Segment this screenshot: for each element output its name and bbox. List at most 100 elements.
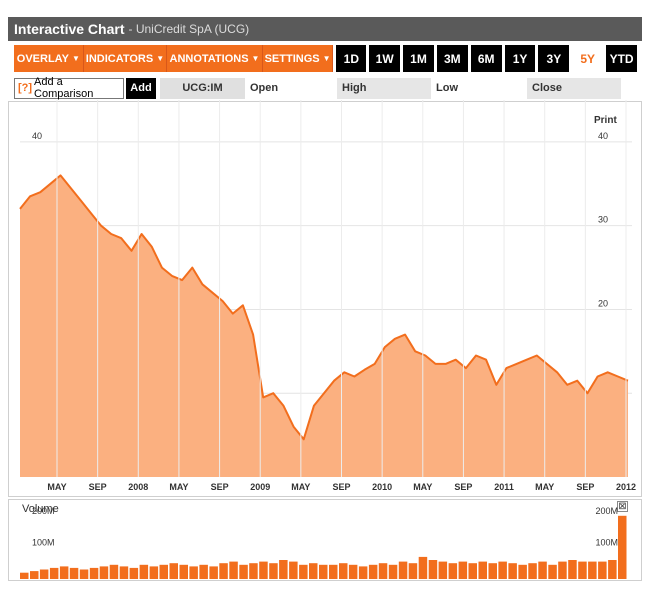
volume-tick-label-left: 200M [32, 506, 55, 516]
y-tick-label-right: 40 [598, 131, 608, 141]
range-6m-button[interactable]: 6M [470, 45, 502, 72]
open-label: Open [250, 82, 279, 94]
help-icon[interactable]: [?] [18, 82, 33, 94]
volume-bar [488, 563, 497, 579]
volume-bar [179, 564, 188, 579]
volume-bar [408, 563, 418, 579]
high-label: High [337, 77, 431, 99]
range-ytd-button[interactable]: YTD [606, 45, 637, 72]
volume-bar [289, 561, 298, 579]
add-comparison-input[interactable]: [?] Add a Comparison [14, 76, 124, 100]
volume-bar [299, 564, 308, 579]
settings-menu-label: SETTINGS [264, 52, 320, 65]
range-1w-button[interactable]: 1W [369, 45, 401, 72]
volume-bar [358, 566, 368, 579]
volume-bar [578, 561, 587, 579]
caret-down-icon: ▼ [322, 54, 331, 63]
volume-bar [428, 560, 438, 579]
volume-bar [199, 564, 208, 579]
x-tick-label: SEP [332, 482, 350, 492]
symbol-label: UCG:IM [160, 77, 245, 99]
volume-bar [478, 561, 487, 579]
volume-bar [89, 567, 99, 579]
price-chart-frame [8, 101, 642, 497]
volume-bar [438, 561, 448, 579]
chart-subtitle: - UniCredit SpA (UCG) [128, 22, 250, 36]
volume-chart-frame [8, 499, 642, 581]
x-tick-label: MAY [291, 482, 310, 492]
print-link[interactable]: Print [594, 115, 617, 126]
caret-down-icon: ▼ [71, 54, 80, 63]
range-5y-button[interactable]: 5Y [572, 45, 604, 72]
x-tick-label: SEP [211, 482, 229, 492]
x-tick-label: SEP [89, 482, 107, 492]
x-tick-label: MAY [47, 482, 66, 492]
volume-bar [388, 564, 398, 579]
range-1y-button[interactable]: 1Y [504, 45, 536, 72]
volume-bar [508, 563, 517, 579]
volume-bar [368, 564, 378, 579]
volume-tick-label-left: 100M [32, 537, 55, 547]
caret-down-icon: ▼ [251, 54, 260, 63]
x-tick-label: 2010 [372, 482, 392, 492]
volume-bar [598, 561, 607, 579]
volume-bar [249, 563, 258, 579]
overlay-menu-button[interactable]: OVERLAY ▼ [14, 45, 84, 72]
volume-bar [608, 560, 617, 579]
volume-bar [339, 563, 348, 579]
volume-bar [528, 563, 537, 579]
volume-bar [139, 564, 149, 579]
overlay-menu-label: OVERLAY [16, 52, 69, 65]
volume-bar [279, 560, 288, 579]
volume-bar [269, 563, 278, 579]
volume-bar [209, 566, 218, 579]
caret-down-icon: ▼ [156, 54, 165, 63]
close-label: Close [527, 77, 621, 99]
chart-title: Interactive Chart [14, 21, 125, 37]
volume-bar [458, 561, 468, 579]
volume-bar [109, 564, 119, 579]
add-comparison-button[interactable]: Add [126, 77, 156, 99]
volume-tick-label-right: 100M [595, 537, 618, 547]
x-tick-label: SEP [454, 482, 472, 492]
range-1d-button[interactable]: 1D [336, 45, 367, 72]
volume-bar [149, 566, 159, 579]
range-3m-button[interactable]: 3M [436, 45, 468, 72]
volume-bar [309, 563, 318, 579]
range-1m-button[interactable]: 1M [403, 45, 434, 72]
volume-bar [348, 564, 358, 579]
x-tick-label: MAY [413, 482, 432, 492]
price-line [19, 174, 629, 441]
volume-bar [618, 515, 627, 579]
annotations-menu-button[interactable]: ANNOTATIONS ▼ [167, 45, 263, 72]
volume-bar [30, 571, 39, 579]
x-tick-label: 2011 [494, 482, 514, 492]
title-bar: Interactive Chart - UniCredit SpA (UCG) [8, 17, 642, 41]
volume-bar [378, 563, 388, 579]
x-tick-label: 2008 [128, 482, 148, 492]
volume-bar [169, 563, 178, 579]
volume-bar [518, 564, 527, 579]
volume-bar [99, 566, 109, 579]
volume-bar [189, 566, 198, 579]
settings-menu-button[interactable]: SETTINGS ▼ [262, 45, 334, 72]
x-tick-label: MAY [169, 482, 188, 492]
volume-bar [418, 556, 428, 579]
volume-bar [229, 561, 238, 579]
volume-bar [568, 560, 577, 579]
volume-bar [259, 561, 268, 579]
x-tick-label: 2012 [616, 482, 636, 492]
x-tick-label: 2009 [250, 482, 270, 492]
volume-bar [49, 567, 59, 579]
comparison-row: [?] Add a Comparison Add UCG:IM Open Hig… [14, 76, 637, 100]
volume-bar [319, 564, 328, 579]
low-label: Low [436, 82, 458, 94]
indicators-menu-button[interactable]: INDICATORS ▼ [83, 45, 168, 72]
annotations-menu-label: ANNOTATIONS [169, 52, 249, 65]
volume-bar [329, 564, 338, 579]
y-tick-label-left: 40 [32, 131, 42, 141]
volume-bar [119, 566, 129, 579]
close-icon[interactable]: ⊠ [617, 501, 628, 512]
range-3y-button[interactable]: 3Y [538, 45, 570, 72]
